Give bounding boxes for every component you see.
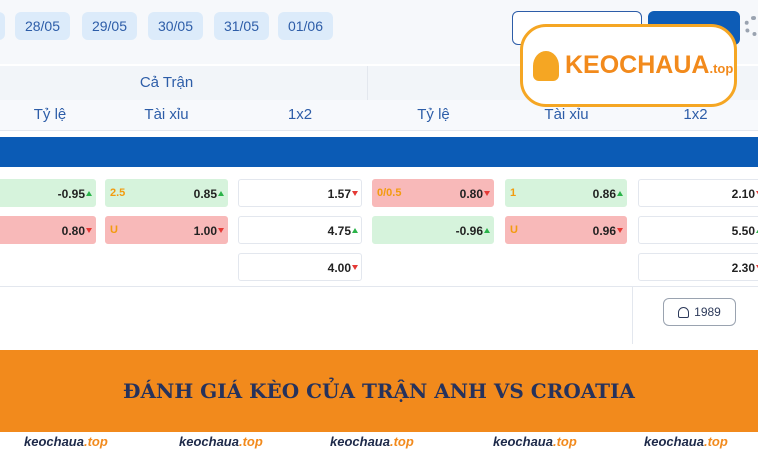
trend-arrow	[352, 265, 358, 270]
odds-cell[interactable]: 4.75	[238, 216, 362, 244]
trend-arrow	[617, 191, 623, 196]
watermark: keochaua.top	[644, 434, 728, 449]
watermark-name: keochaua	[644, 434, 704, 449]
odds-value: 4.00	[327, 261, 351, 275]
odds-value: -0.95	[57, 187, 85, 201]
odds-value: 0.80	[61, 224, 85, 238]
column-header: Tỷ lệ	[417, 106, 450, 123]
odds-cell[interactable]: 2.5 0.85	[105, 179, 228, 207]
trend-arrow	[352, 191, 358, 196]
odds-value: 1.57	[327, 187, 351, 201]
divider	[367, 66, 368, 130]
trend-arrow	[86, 191, 92, 196]
logo-icon	[533, 50, 559, 81]
trend-arrow	[756, 228, 758, 233]
column-header: 1x2	[683, 106, 708, 123]
odds-cell[interactable]: 5.50	[638, 216, 758, 244]
odds-value: 1.00	[193, 224, 217, 238]
watermark-suffix: .top	[703, 434, 728, 449]
period-label: Cả Trận	[139, 74, 194, 91]
league-bar	[0, 137, 758, 167]
banner-title: ĐÁNH GIÁ KÈO CỦA TRẬN ANH VS CROATIA	[123, 379, 635, 403]
watermark-name: keochaua	[493, 434, 553, 449]
column-header: Tài xỉu	[144, 106, 189, 123]
divider	[632, 286, 633, 344]
trend-arrow	[617, 228, 623, 233]
handicap-label: 2.5	[110, 187, 126, 199]
user-icon	[678, 306, 690, 318]
watermark: keochaua.top	[24, 434, 108, 449]
trend-arrow	[218, 228, 224, 233]
odds-cell[interactable]: U 0.96	[505, 216, 627, 244]
watermark-suffix: .top	[238, 434, 263, 449]
odds-cell[interactable]: -0.96	[372, 216, 494, 244]
handicap-label: 1	[510, 187, 517, 199]
date-pill[interactable]: 28/05	[15, 12, 70, 40]
column-header: 1x2	[287, 106, 313, 123]
watermark-suffix: .top	[83, 434, 108, 449]
odds-cell[interactable]: 2.30	[638, 253, 758, 281]
row-divider	[0, 286, 758, 287]
odds-cell[interactable]: 0/0.5 0.80	[372, 179, 494, 207]
watermark-name: keochaua	[24, 434, 84, 449]
date-pill-cut[interactable]	[0, 12, 5, 40]
logo-suffix: .top	[709, 61, 734, 76]
odds-value: 5.50	[731, 224, 755, 238]
odds-value: 0.86	[592, 187, 616, 201]
odds-value: 0.85	[193, 187, 217, 201]
watermark-suffix: .top	[389, 434, 414, 449]
column-header: Tỷ lệ	[33, 106, 67, 123]
date-pill[interactable]: 31/05	[214, 12, 269, 40]
odds-cell[interactable]: 4.00	[238, 253, 362, 281]
trend-arrow	[756, 191, 758, 196]
odds-value: 0.80	[459, 187, 483, 201]
trend-arrow	[484, 228, 490, 233]
watermark: keochaua.top	[179, 434, 263, 449]
settings-icon[interactable]	[744, 16, 758, 36]
date-pill[interactable]: 01/06	[278, 12, 333, 40]
handicap-label: U	[510, 224, 518, 236]
odds-cell[interactable]: -0.95	[0, 179, 96, 207]
column-header: Tài xỉu	[544, 106, 589, 123]
date-pill[interactable]: 29/05	[82, 12, 137, 40]
watermark-name: keochaua	[330, 434, 390, 449]
banner: ĐÁNH GIÁ KÈO CỦA TRẬN ANH VS CROATIA	[0, 350, 758, 432]
odds-value: 2.30	[731, 261, 755, 275]
viewers-count: 1989	[694, 305, 721, 319]
watermark: keochaua.top	[330, 434, 414, 449]
odds-value: 4.75	[327, 224, 351, 238]
odds-value: -0.96	[455, 224, 483, 238]
trend-arrow	[86, 228, 92, 233]
trend-arrow	[218, 191, 224, 196]
trend-arrow	[756, 265, 758, 270]
trend-arrow	[352, 228, 358, 233]
handicap-label: 0/0.5	[377, 187, 402, 199]
watermark-suffix: .top	[552, 434, 577, 449]
watermark-name: keochaua	[179, 434, 239, 449]
odds-cell[interactable]: 1.57	[238, 179, 362, 207]
odds-cell[interactable]: U 1.00	[105, 216, 228, 244]
viewers-badge[interactable]: 1989	[663, 298, 736, 326]
trend-arrow	[484, 191, 490, 196]
handicap-label: U	[110, 224, 118, 236]
logo: KEOCHAUA .top	[520, 24, 737, 107]
odds-value: 2.10	[731, 187, 755, 201]
odds-value: 0.96	[592, 224, 616, 238]
date-pill[interactable]: 30/05	[148, 12, 203, 40]
logo-name: KEOCHAUA	[565, 51, 710, 79]
watermark: keochaua.top	[493, 434, 577, 449]
odds-cell[interactable]: 2.10	[638, 179, 758, 207]
odds-cell[interactable]: 0.80	[0, 216, 96, 244]
odds-cell[interactable]: 1 0.86	[505, 179, 627, 207]
